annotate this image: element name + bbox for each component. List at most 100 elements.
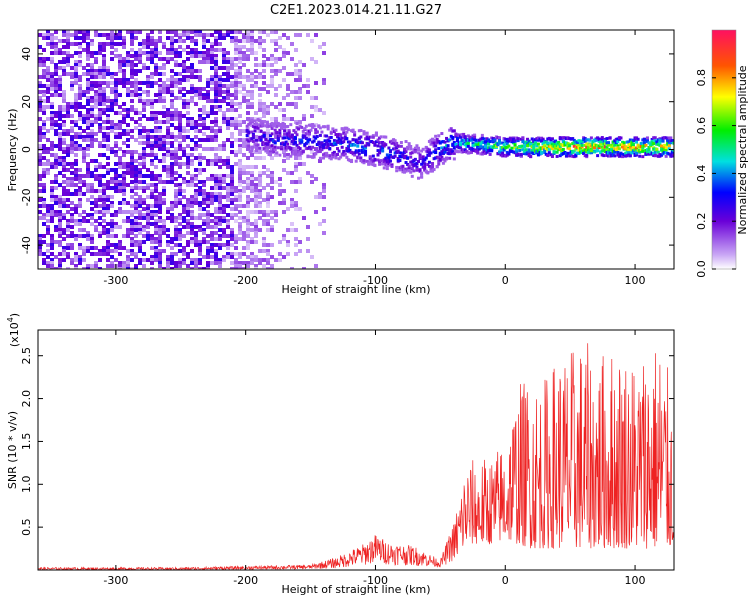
- ridge-cell: [625, 140, 629, 144]
- ridge-cell: [473, 135, 477, 139]
- heatmap-cell: [238, 51, 242, 55]
- heatmap-cell: [178, 123, 182, 127]
- heatmap-cell: [282, 114, 286, 118]
- heatmap-cell: [166, 168, 170, 172]
- heatmap-cell: [78, 219, 82, 223]
- ridge-cell: [597, 138, 601, 142]
- ridge-cell: [345, 130, 349, 134]
- heatmap-cell: [146, 144, 150, 148]
- ridge-cell: [532, 152, 536, 156]
- ridge-cell: [477, 142, 481, 146]
- heatmap-cell: [242, 36, 246, 40]
- heatmap-cell: [42, 126, 46, 130]
- ridge-cell: [278, 153, 282, 157]
- heatmap-cell: [186, 78, 190, 82]
- heatmap-cell: [130, 180, 134, 184]
- heatmap-cell: [146, 225, 150, 229]
- heatmap-cell: [254, 195, 258, 199]
- x-tick-label: 100: [625, 574, 646, 587]
- heatmap-cell: [222, 144, 226, 148]
- heatmap-cell: [210, 57, 214, 61]
- ridge-cell: [332, 139, 336, 143]
- ridge-cell: [371, 134, 375, 138]
- heatmap-cell: [58, 114, 62, 118]
- heatmap-cell: [170, 162, 174, 166]
- heatmap-cell: [70, 105, 74, 109]
- heatmap-cell: [202, 87, 206, 91]
- ridge-cell: [599, 140, 603, 144]
- heatmap-cell: [154, 228, 158, 232]
- heatmap-cell: [258, 63, 262, 67]
- ridge-cell: [546, 148, 550, 152]
- heatmap-cell: [126, 162, 130, 166]
- heatmap-cell: [170, 156, 174, 160]
- ridge-cell: [508, 150, 512, 154]
- heatmap-cell: [314, 33, 318, 37]
- heatmap-cell: [322, 183, 326, 187]
- ridge-cell: [529, 155, 533, 159]
- heatmap-cell: [170, 93, 174, 97]
- ridge-cell: [649, 142, 653, 146]
- heatmap-cell: [42, 132, 46, 136]
- heatmap-cell: [170, 258, 174, 262]
- heatmap-cell: [110, 42, 114, 46]
- heatmap-cell: [126, 123, 130, 127]
- heatmap-cell: [162, 153, 166, 157]
- heatmap-cell: [162, 138, 166, 142]
- heatmap-cell: [46, 159, 50, 163]
- ridge-cell: [354, 138, 358, 142]
- heatmap-cell: [38, 33, 42, 37]
- heatmap-cell: [254, 222, 258, 226]
- ridge-cell: [449, 127, 453, 131]
- ridge-cell: [307, 132, 311, 136]
- ridge-cell: [635, 148, 639, 152]
- heatmap-cell: [186, 159, 190, 163]
- heatmap-cell: [98, 174, 102, 178]
- snr-background: [38, 330, 674, 570]
- heatmap-cell: [214, 42, 218, 46]
- heatmap-cell: [242, 54, 246, 58]
- ridge-cell: [583, 143, 587, 147]
- ridge-cell: [435, 137, 439, 141]
- heatmap-cell: [102, 120, 106, 124]
- heatmap-cell: [158, 210, 162, 214]
- x-tick-label: 100: [625, 274, 646, 287]
- heatmap-cell: [222, 204, 226, 208]
- heatmap-cell: [258, 45, 262, 49]
- heatmap-cell: [234, 237, 238, 241]
- heatmap-cell: [98, 81, 102, 85]
- heatmap-cell: [298, 96, 302, 100]
- heatmap-cell: [138, 156, 142, 160]
- heatmap-cell: [62, 57, 66, 61]
- heatmap-cell: [306, 237, 310, 241]
- ridge-cell: [572, 141, 576, 145]
- heatmap-cell: [70, 150, 74, 154]
- ridge-cell: [398, 158, 402, 162]
- heatmap-cell: [222, 162, 226, 166]
- heatmap-cell: [210, 45, 214, 49]
- heatmap-cell: [74, 63, 78, 67]
- ridge-cell: [264, 145, 268, 149]
- heatmap-cell: [230, 135, 234, 139]
- heatmap-cell: [274, 213, 278, 217]
- heatmap-cell: [194, 234, 198, 238]
- ridge-cell: [370, 158, 374, 162]
- ridge-cell: [424, 169, 428, 173]
- heatmap-cell: [206, 54, 210, 58]
- heatmap-cell: [50, 105, 54, 109]
- ridge-cell: [577, 139, 581, 143]
- ridge-cell: [502, 143, 506, 147]
- heatmap-cell: [214, 156, 218, 160]
- heatmap-cell: [46, 219, 50, 223]
- ridge-cell: [614, 141, 618, 145]
- heatmap-cell: [270, 30, 274, 34]
- heatmap-cell: [106, 231, 110, 235]
- ridge-cell: [290, 152, 294, 156]
- ridge-cell: [497, 139, 501, 143]
- heatmap-cell: [194, 264, 198, 268]
- heatmap-cell: [162, 189, 166, 193]
- ridge-cell: [487, 138, 491, 142]
- heatmap-cell: [70, 126, 74, 130]
- heatmap-cell: [178, 198, 182, 202]
